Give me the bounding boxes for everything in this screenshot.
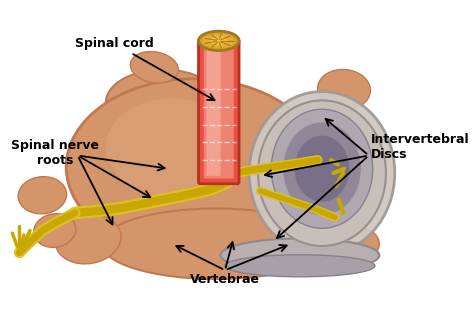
Ellipse shape	[225, 255, 375, 277]
Ellipse shape	[101, 208, 331, 279]
Ellipse shape	[199, 31, 239, 50]
Ellipse shape	[249, 92, 395, 255]
Ellipse shape	[106, 98, 238, 195]
Ellipse shape	[318, 70, 371, 109]
Text: Spinal cord: Spinal cord	[75, 37, 215, 100]
Ellipse shape	[295, 136, 349, 202]
FancyBboxPatch shape	[199, 39, 239, 184]
Text: Vertebrae: Vertebrae	[190, 272, 260, 286]
Ellipse shape	[18, 177, 66, 214]
Ellipse shape	[327, 226, 379, 261]
Ellipse shape	[34, 214, 76, 248]
Ellipse shape	[220, 239, 379, 272]
Ellipse shape	[258, 100, 386, 246]
FancyBboxPatch shape	[206, 47, 220, 176]
Text: Intervertebral
Discs: Intervertebral Discs	[371, 133, 469, 161]
Ellipse shape	[203, 34, 235, 48]
Ellipse shape	[283, 122, 361, 215]
Ellipse shape	[271, 109, 373, 228]
Ellipse shape	[66, 79, 322, 255]
Ellipse shape	[210, 36, 228, 45]
Ellipse shape	[106, 70, 220, 136]
Text: Spinal nerve
roots: Spinal nerve roots	[11, 139, 99, 167]
FancyBboxPatch shape	[204, 44, 234, 178]
Ellipse shape	[55, 215, 121, 264]
Ellipse shape	[130, 52, 178, 83]
